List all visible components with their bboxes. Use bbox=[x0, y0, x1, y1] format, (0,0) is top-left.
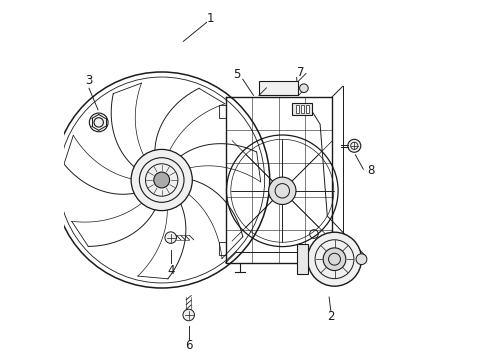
Circle shape bbox=[268, 177, 295, 204]
Circle shape bbox=[307, 232, 361, 286]
Text: 2: 2 bbox=[326, 310, 334, 323]
Circle shape bbox=[347, 139, 360, 152]
FancyBboxPatch shape bbox=[296, 105, 299, 113]
FancyBboxPatch shape bbox=[305, 105, 308, 113]
Circle shape bbox=[164, 232, 176, 243]
Text: 8: 8 bbox=[366, 165, 373, 177]
Text: 6: 6 bbox=[184, 339, 192, 352]
Text: 3: 3 bbox=[85, 75, 93, 87]
FancyBboxPatch shape bbox=[291, 103, 311, 115]
Circle shape bbox=[153, 172, 169, 188]
FancyBboxPatch shape bbox=[301, 105, 303, 113]
Text: 7: 7 bbox=[296, 66, 304, 78]
FancyBboxPatch shape bbox=[258, 81, 298, 95]
Circle shape bbox=[299, 84, 307, 93]
Text: 1: 1 bbox=[206, 12, 214, 25]
Text: 5: 5 bbox=[233, 68, 241, 81]
FancyBboxPatch shape bbox=[297, 244, 307, 274]
Circle shape bbox=[131, 149, 192, 211]
Text: 4: 4 bbox=[166, 264, 174, 276]
Circle shape bbox=[355, 254, 366, 265]
Circle shape bbox=[323, 248, 345, 271]
Circle shape bbox=[183, 309, 194, 321]
Circle shape bbox=[89, 113, 108, 132]
